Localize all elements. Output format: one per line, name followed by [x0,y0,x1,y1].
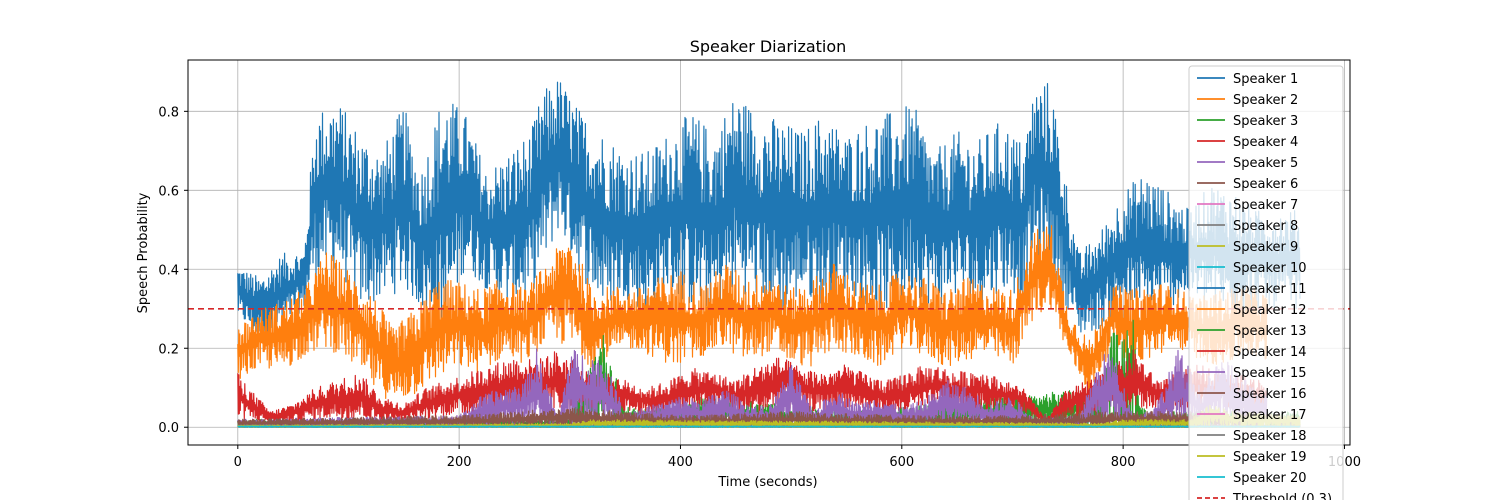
legend-label: Speaker 17 [1233,408,1307,423]
legend-label: Speaker 14 [1233,345,1307,360]
legend-label: Speaker 12 [1233,303,1307,318]
series-line-speaker-1 [237,81,1301,338]
legend-label: Speaker 11 [1233,282,1307,297]
y-tick-label: 0.8 [158,105,179,120]
plot-frame [187,59,1351,446]
y-axis-label: Speech Probability [136,192,151,313]
x-tick-label: 0 [234,455,242,470]
x-tick-label: 600 [889,455,914,470]
series-line-speaker-6 [237,407,1301,428]
legend-label: Speaker 1 [1233,72,1298,87]
legend-label: Speaker 10 [1233,261,1307,276]
legend-label: Speaker 15 [1233,366,1307,381]
legend-label: Speaker 3 [1233,114,1298,129]
x-axis-label: Time (seconds) [717,475,817,490]
legend-label: Speaker 9 [1233,240,1298,255]
legend-label: Speaker 7 [1233,198,1298,213]
y-tick-label: 0.0 [158,421,179,436]
x-tick-label: 200 [447,455,472,470]
legend-label: Speaker 8 [1233,219,1298,234]
y-tick-label: 0.4 [158,263,179,278]
legend-box [1188,65,1344,500]
legend-label: Speaker 19 [1233,450,1307,465]
legend-label: Speaker 16 [1233,387,1307,402]
series-line-speaker-2 [237,225,1268,399]
legend-label: Speaker 2 [1233,93,1298,108]
legend-label: Threshold (0.3) [1232,492,1332,500]
y-tick-label: 0.6 [158,184,179,199]
legend-label: Speaker 5 [1233,156,1298,171]
series-layer [237,81,1301,428]
chart-title: Speaker Diarization [690,37,847,56]
y-tick-label: 0.2 [158,342,179,357]
legend-label: Speaker 20 [1233,471,1307,486]
series-line-speaker-20 [237,425,1301,428]
legend-label: Speaker 13 [1233,324,1307,339]
legend: Speaker 1 Speaker 2 Speaker 3 Speaker 4 Spea… [1188,65,1344,500]
legend-label: Speaker 6 [1233,177,1298,192]
x-tick-label: 800 [1111,455,1136,470]
x-tick-label: 400 [668,455,693,470]
legend-label: Speaker 18 [1233,429,1307,444]
legend-label: Speaker 4 [1233,135,1298,150]
